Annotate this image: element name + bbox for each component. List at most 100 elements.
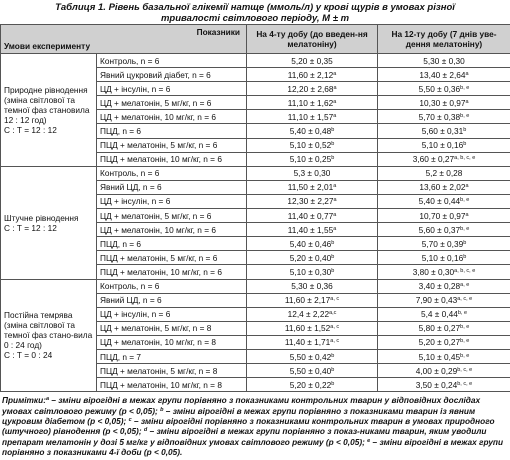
group-ratio: С : Т = 12 : 12 [4, 222, 57, 233]
note-text: – зміни вірогідні в межах групи порівнян… [2, 436, 504, 458]
value-sup: b, e [460, 112, 470, 119]
value-cell: 5,40 ± 0,44b, e [377, 193, 510, 210]
table-row: ЦД + мелатонін, 5 мг/кг, n = 6 11,40 ± 0,… [1, 208, 510, 224]
value-cell: 5,20 ± 0,35 [246, 52, 378, 69]
row-label: Контроль, n = 6 [96, 278, 247, 294]
table-row: ЦД + інсулін, n = 6 12,30 ± 2,27a 5,40 ± 0… [1, 193, 510, 210]
value: 5,10 ± 0,16 [421, 140, 464, 151]
value: 5,10 ± 0,16 [421, 252, 464, 263]
value-cell: 13,60 ± 2,02a [377, 179, 510, 195]
value: 5,20 ± 0,27 [418, 337, 461, 348]
row-label: ЦД + мелатонін, 10 мг/кг, n = 6 [96, 109, 247, 125]
value: 5,40 ± 0,48 [289, 126, 332, 137]
value: 12,20 ± 2,68 [287, 83, 334, 94]
header-indicators: Показники [196, 27, 240, 37]
value-sup: b, c, e [457, 380, 473, 387]
value-sup: a [465, 183, 469, 190]
value: 11,40 ± 1,55 [287, 224, 334, 235]
table-title: Таблиця 1. Рівень базальної глікемії нат… [55, 2, 455, 24]
value-cell: 7,90 ± 0,43a, c, e [377, 292, 510, 308]
value-sup: b, e [460, 84, 470, 91]
value-sup: b [331, 352, 335, 359]
value-cell: 5,30 ± 0,36 [246, 278, 378, 294]
value: 3,80 ± 0,30 [412, 266, 455, 277]
table-row: Постійна темрява (зміна світлової та тем… [0, 278, 510, 393]
value: 3,50 ± 0,24 [415, 379, 458, 390]
header-day4: На 4-ту добу (до введен-ня мелатоніну) [246, 24, 378, 54]
value-cell: 11,40 ± 1,55a [246, 222, 378, 238]
table-row: ЦД + інсулін, n = 6 12,4 ± 2,22a,c 5,4 ± 0… [1, 306, 510, 322]
group-label: Природне рівнодення (зміна світлової та … [4, 84, 90, 125]
value-sup: b [331, 380, 335, 387]
value-sup: a, c [330, 338, 340, 345]
value: 10,70 ± 0,97 [419, 210, 466, 221]
value: 10,30 ± 0,97 [419, 97, 466, 108]
value-cell: 5,10 ± 0,52b [246, 137, 378, 153]
value-sup: b, e [460, 197, 470, 204]
row-label: ПЦД + мелатонін, 5 мг/кг, n = 6 [96, 137, 247, 153]
group-label: Постійна темрява (зміна світлової та тем… [4, 310, 93, 351]
value-sup: b [331, 141, 335, 148]
value-sup: a [333, 84, 337, 91]
value-cell: 11,40 ± 0,77a [246, 208, 378, 224]
value: 5,70 ± 0,38 [418, 111, 461, 122]
value-sup: a,c [329, 310, 337, 317]
table-row: ЦД + мелатонін, 10 мг/кг, n = 6 11,10 ± 1… [1, 109, 510, 125]
value-cell: 5,50 ± 0,42b [246, 348, 378, 365]
value-sup: a [465, 70, 469, 77]
row-label: Явний ЦД, n = 6 [96, 179, 247, 195]
group-label: Штучне рівнодення [4, 212, 79, 223]
header-conditions: Умови експерименту [4, 41, 91, 51]
value-sup: a [465, 211, 469, 218]
value: 5,20 ± 0,40 [289, 252, 332, 263]
value: 11,60 ± 2,17 [284, 295, 331, 306]
value: 13,60 ± 2,02 [419, 182, 466, 193]
table-row: Природне рівнодення (зміна світлової та … [0, 52, 510, 167]
value-cell: 5,10 ± 0,16b [377, 250, 510, 266]
value-cell: 5,10 ± 0,30b [246, 264, 378, 280]
data-table: Показники Умови експерименту На 4-ту доб… [0, 24, 510, 393]
value-cell: 5,50 ± 0,40b [246, 363, 378, 379]
table-row: ЦД + мелатонін, 5 мг/кг, n = 6 11,10 ± 1,… [1, 95, 510, 111]
value: 5,60 ± 0,31 [421, 126, 464, 137]
table-row: ПЦД + мелатонін, 10 мг/кг, n = 6 5,10 ± 0… [1, 264, 510, 280]
value: 5,10 ± 0,52 [289, 140, 332, 151]
value-sup: a [333, 183, 337, 190]
value-sup: a [333, 112, 337, 119]
value: 5,60 ± 0,37 [418, 224, 461, 235]
row-label: ЦД + мелатонін, 5 мг/кг, n = 6 [96, 95, 247, 111]
value: 5,10 ± 0,25 [289, 154, 332, 165]
value: 11,10 ± 1,62 [287, 97, 334, 108]
table-row: Явний ЦД, n = 6 11,60 ± 2,17a, c 7,90 ± 0,… [1, 292, 510, 308]
value: 5,40 ± 0,44 [418, 196, 461, 207]
table-row: ПЦД + мелатонін, 5 мг/кг, n = 6 5,20 ± 0,… [1, 250, 510, 266]
value-sup: b, e [460, 338, 470, 345]
row-label: ПЦД, n = 7 [96, 348, 247, 365]
value-cell: 12,4 ± 2,22a,c [246, 306, 378, 322]
value-sup: a [465, 98, 469, 105]
value: 5,20 ± 0,35 [291, 55, 333, 66]
value: 11,60 ± 2,12 [287, 69, 334, 80]
value: 4,00 ± 0,29 [415, 365, 458, 376]
table-row: ПЦД + мелатонін, 5 мг/кг, n = 6 5,10 ± 0,… [1, 137, 510, 153]
value-cell: 5,3 ± 0,30 [246, 165, 378, 181]
value-cell: 3,40 ± 0,28a, e [377, 278, 510, 294]
value-cell: 11,10 ± 1,57a [246, 109, 378, 125]
table-row: ПЦД, n = 6 5,40 ± 0,46b 5,70 ± 0,39b [1, 236, 510, 252]
value: 5,40 ± 0,46 [289, 238, 332, 249]
group-cell: Штучне рівнодення С : Т = 12 : 12 [0, 165, 97, 280]
value-sup: b, e [457, 310, 468, 317]
row-label: Явний ЦД, n = 6 [96, 292, 247, 308]
value-cell: 11,50 ± 2,01a [246, 179, 378, 195]
value-cell: 5,20 ± 0,22b [246, 377, 378, 393]
value-cell: 3,50 ± 0,24b, c, e [377, 377, 510, 393]
value: 5,30 ± 0,30 [423, 55, 465, 66]
value-cell: 11,60 ± 2,17a, c [246, 292, 378, 308]
value-sup: a, b, c, e [454, 267, 476, 274]
value: 5,10 ± 0,45 [418, 351, 461, 362]
value-cell: 5,2 ± 0,28 [377, 165, 510, 181]
value-sup: a [333, 211, 337, 218]
value-cell: 5,60 ± 0,37b, e [377, 222, 510, 238]
row-label: Контроль, n = 6 [96, 52, 247, 69]
